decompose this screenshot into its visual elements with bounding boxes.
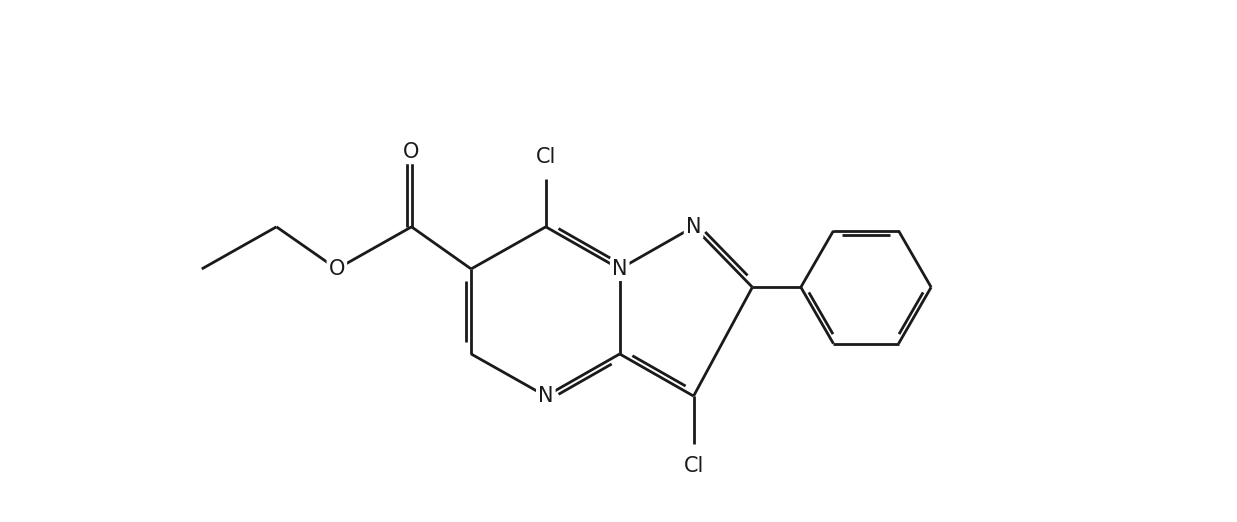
Text: N: N [612, 259, 627, 279]
Text: N: N [538, 386, 553, 406]
Text: O: O [403, 142, 419, 162]
Text: Cl: Cl [536, 147, 555, 167]
Text: N: N [685, 217, 701, 237]
Text: Cl: Cl [683, 456, 704, 476]
Text: O: O [329, 259, 345, 279]
